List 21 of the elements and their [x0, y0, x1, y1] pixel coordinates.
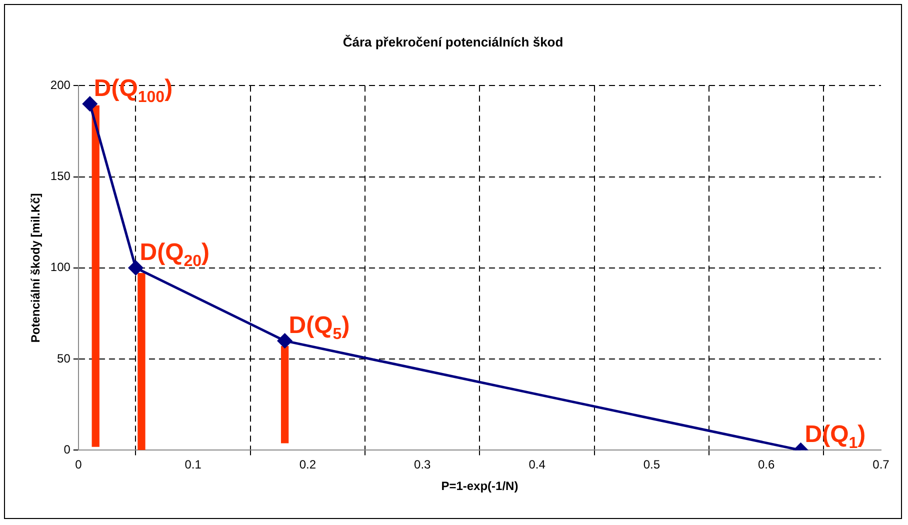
bar	[138, 273, 146, 450]
x-tick-label: 0.5	[643, 458, 660, 472]
y-tick-label: 150	[50, 169, 71, 184]
chart-title: Čára překročení potenciálních škod	[342, 34, 564, 50]
x-tick-label: 0.4	[528, 458, 546, 472]
point	[82, 96, 98, 112]
y-tick-label: 0	[64, 442, 71, 457]
x-tick-label: 0	[75, 458, 82, 472]
bar	[92, 105, 100, 447]
y-axis-title: Potenciální škody [mil.Kč]	[28, 193, 43, 343]
x-tick-label: 0.2	[299, 458, 316, 472]
y-tick-label: 100	[50, 260, 71, 274]
bar	[280, 346, 289, 444]
x-tick-label: 0.6	[758, 458, 776, 472]
y-tick-label: 50	[57, 351, 71, 366]
x-tick-label: 0.3	[414, 458, 432, 472]
y-tick-label: 200	[50, 78, 71, 92]
x-tick-label: 0.1	[184, 458, 202, 472]
point	[128, 260, 143, 276]
x-tick-label: 0.7	[872, 458, 890, 472]
x-axis-title: P=1-exp(-1/N)	[441, 479, 518, 494]
